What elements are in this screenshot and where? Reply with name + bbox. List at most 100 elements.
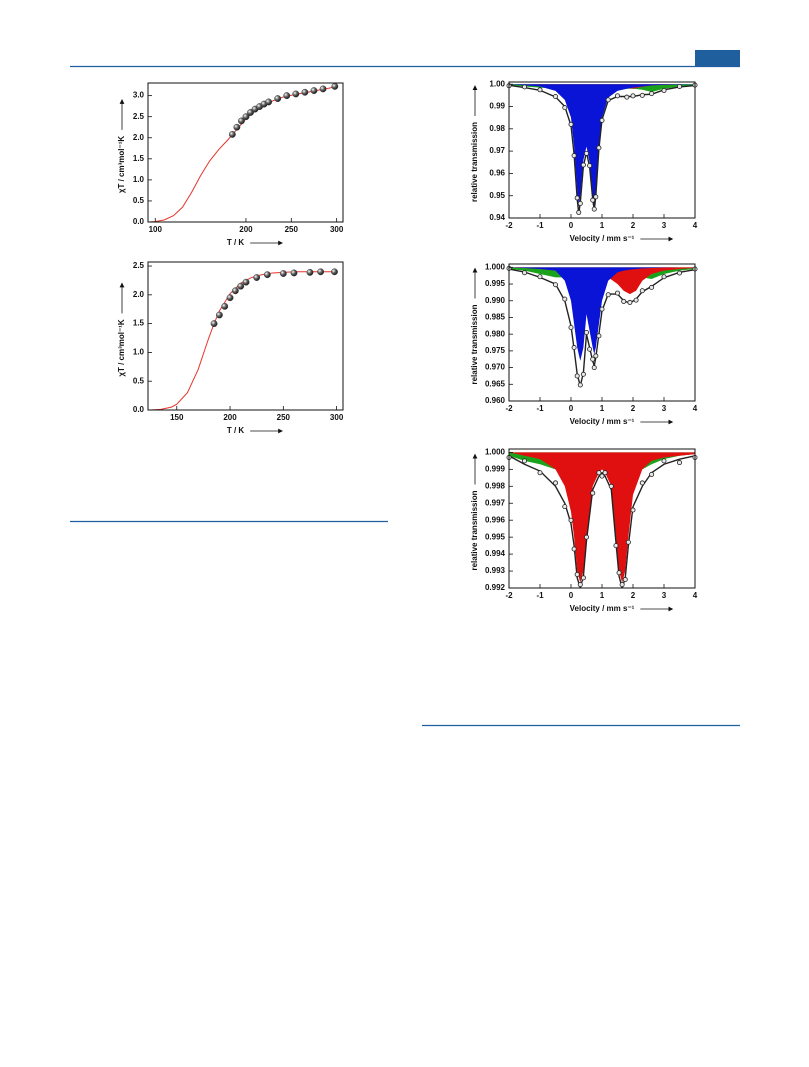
data-point <box>562 504 568 510</box>
y-tick-label: 2.5 <box>133 112 145 121</box>
y-tick-label: 1.00 <box>489 79 505 88</box>
y-tick-label: 0.996 <box>485 515 506 524</box>
data-point <box>649 284 655 290</box>
data-point <box>602 470 608 476</box>
data-point <box>568 121 574 127</box>
data-point <box>228 130 236 138</box>
data-point <box>283 92 291 100</box>
data-point <box>562 296 568 302</box>
data-point <box>562 105 568 111</box>
y-tick-label: 0.999 <box>485 464 506 473</box>
data-point <box>247 109 254 116</box>
data-point <box>292 90 300 98</box>
data-point <box>253 274 261 281</box>
data-point <box>593 194 599 200</box>
data-point <box>577 382 583 388</box>
data-point <box>576 209 582 215</box>
data-point <box>242 113 250 121</box>
y-tick-label: 0.985 <box>485 313 506 322</box>
data-point <box>591 365 597 371</box>
data-point <box>590 356 596 362</box>
data-point <box>661 458 667 464</box>
y-tick-label: 1.000 <box>485 447 506 456</box>
y-tick-label: 0.980 <box>485 329 506 338</box>
data-point <box>639 92 645 98</box>
y-tick-label: 1.0 <box>133 175 145 184</box>
y-tick-label: 0.5 <box>133 376 145 385</box>
x-tick-label: -2 <box>505 591 513 600</box>
data-point <box>537 274 543 280</box>
y-tick-label: 0.975 <box>485 346 506 355</box>
y-axis-title: χT / cm³mol⁻¹K <box>117 319 126 376</box>
component-area <box>509 267 695 295</box>
y-tick-label: 1.000 <box>485 262 506 271</box>
x-tick-label: 2 <box>631 404 636 413</box>
data-point <box>568 517 574 523</box>
x-tick-label: 3 <box>662 591 667 600</box>
y-tick-label: 0.998 <box>485 481 506 490</box>
data-point <box>568 324 574 330</box>
y-tick-label: 0.5 <box>133 196 145 205</box>
data-point <box>591 206 597 212</box>
chart: -2 -1 0 1 2 3 4 0.94 0.95 0.96 0.97 0.98 0.99 1.00 Vel… <box>470 79 698 243</box>
data-point <box>226 294 234 302</box>
data-point <box>615 290 621 296</box>
data-point <box>599 306 605 312</box>
data-point <box>596 145 602 151</box>
data-point <box>625 539 631 545</box>
data-point <box>233 123 241 131</box>
x-tick-label: -1 <box>536 404 544 413</box>
data-point <box>310 87 318 94</box>
data-point <box>599 117 605 123</box>
data-point <box>571 546 577 552</box>
y-axis-title: relative transmission <box>470 122 479 202</box>
data-point <box>522 458 528 464</box>
data-point <box>221 302 229 310</box>
data-point <box>605 292 611 298</box>
data-point <box>593 353 599 359</box>
y-tick-label: 0.994 <box>485 549 506 558</box>
x-tick-label: 4 <box>693 221 698 230</box>
fit-line <box>509 455 695 588</box>
data-point <box>574 571 580 577</box>
data-point <box>237 282 245 290</box>
y-tick-label: 1.5 <box>133 154 145 163</box>
data-point <box>619 582 625 588</box>
data-point <box>263 271 271 279</box>
y-tick-label: 3.0 <box>133 91 145 100</box>
y-tick-label: 0.97 <box>489 146 505 155</box>
x-axis-title: T / K <box>227 238 245 247</box>
data-point <box>584 150 590 156</box>
chart: -2 -1 0 1 2 3 4 0.960 0.965 0.970 0.975 0.980 0.985 0… <box>470 262 698 426</box>
data-point <box>608 483 614 489</box>
x-tick-label: -2 <box>505 221 513 230</box>
y-tick-label: 0.95 <box>489 191 505 200</box>
y-tick-label: 0.99 <box>489 102 505 111</box>
data-point <box>661 87 667 93</box>
data-point <box>584 534 590 540</box>
data-point <box>553 93 559 99</box>
data-point <box>574 195 580 201</box>
x-tick-label: 1 <box>600 221 605 230</box>
data-point <box>331 268 338 276</box>
data-point <box>331 82 339 90</box>
plot-frame <box>147 261 344 411</box>
data-point <box>210 320 218 328</box>
data-point <box>301 88 309 96</box>
data-point <box>279 270 287 277</box>
y-tick-label: 0.995 <box>485 532 506 541</box>
x-tick-label: 200 <box>239 225 253 234</box>
x-tick-label: 200 <box>223 413 237 422</box>
y-tick-label: 0.990 <box>485 296 506 305</box>
data-point <box>317 268 325 276</box>
data-point <box>537 87 543 93</box>
y-tick-label: 1.5 <box>133 319 145 328</box>
data-point <box>274 95 282 102</box>
data-point <box>571 345 577 351</box>
y-axis-title: relative transmission <box>470 304 479 384</box>
x-tick-label: 2 <box>631 221 636 230</box>
y-axis-title: χT / cm³mol⁻¹K <box>117 136 126 193</box>
plot-frame <box>147 82 344 223</box>
